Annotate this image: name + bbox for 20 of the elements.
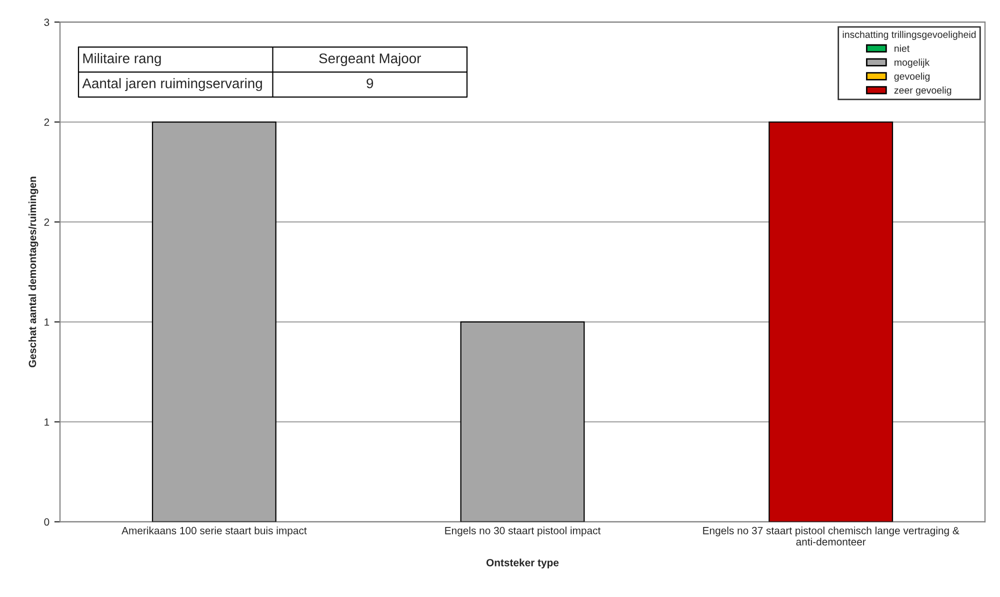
x-axis-title: Ontsteker type — [486, 558, 559, 568]
legend-label: niet — [894, 44, 910, 52]
x-tick-label: Engels no 30 staart pistool impact — [445, 526, 601, 536]
annotation: 9 — [366, 78, 374, 88]
y-tick-label: 1 — [44, 418, 50, 426]
y-tick-label: 0 — [44, 518, 50, 526]
y-tick-label: 1 — [44, 318, 50, 326]
y-tick-label: 2 — [44, 218, 50, 226]
annotation: Sergeant Majoor — [319, 53, 421, 66]
x-tick-label: Amerikaans 100 serie staart buis impact — [122, 526, 307, 536]
legend-title: inschatting trillingsgevoeligheid — [842, 30, 976, 40]
legend-label: gevoelig — [894, 72, 930, 82]
y-tick-label: 2 — [44, 118, 50, 126]
annotation: Militaire rang — [83, 53, 161, 66]
annotation: Aantal jaren ruimingservaring — [82, 78, 262, 92]
legend-label: mogelijk — [894, 58, 930, 68]
x-tick-label: Engels no 37 staart pistool chemisch lange vertraging & anti-demonteer — [703, 526, 960, 546]
y-axis-title: Geschat aantal demontages/ruimingen — [28, 176, 38, 368]
legend-label: zeer gevoelig — [894, 86, 952, 96]
y-tick-label: 3 — [44, 18, 50, 26]
